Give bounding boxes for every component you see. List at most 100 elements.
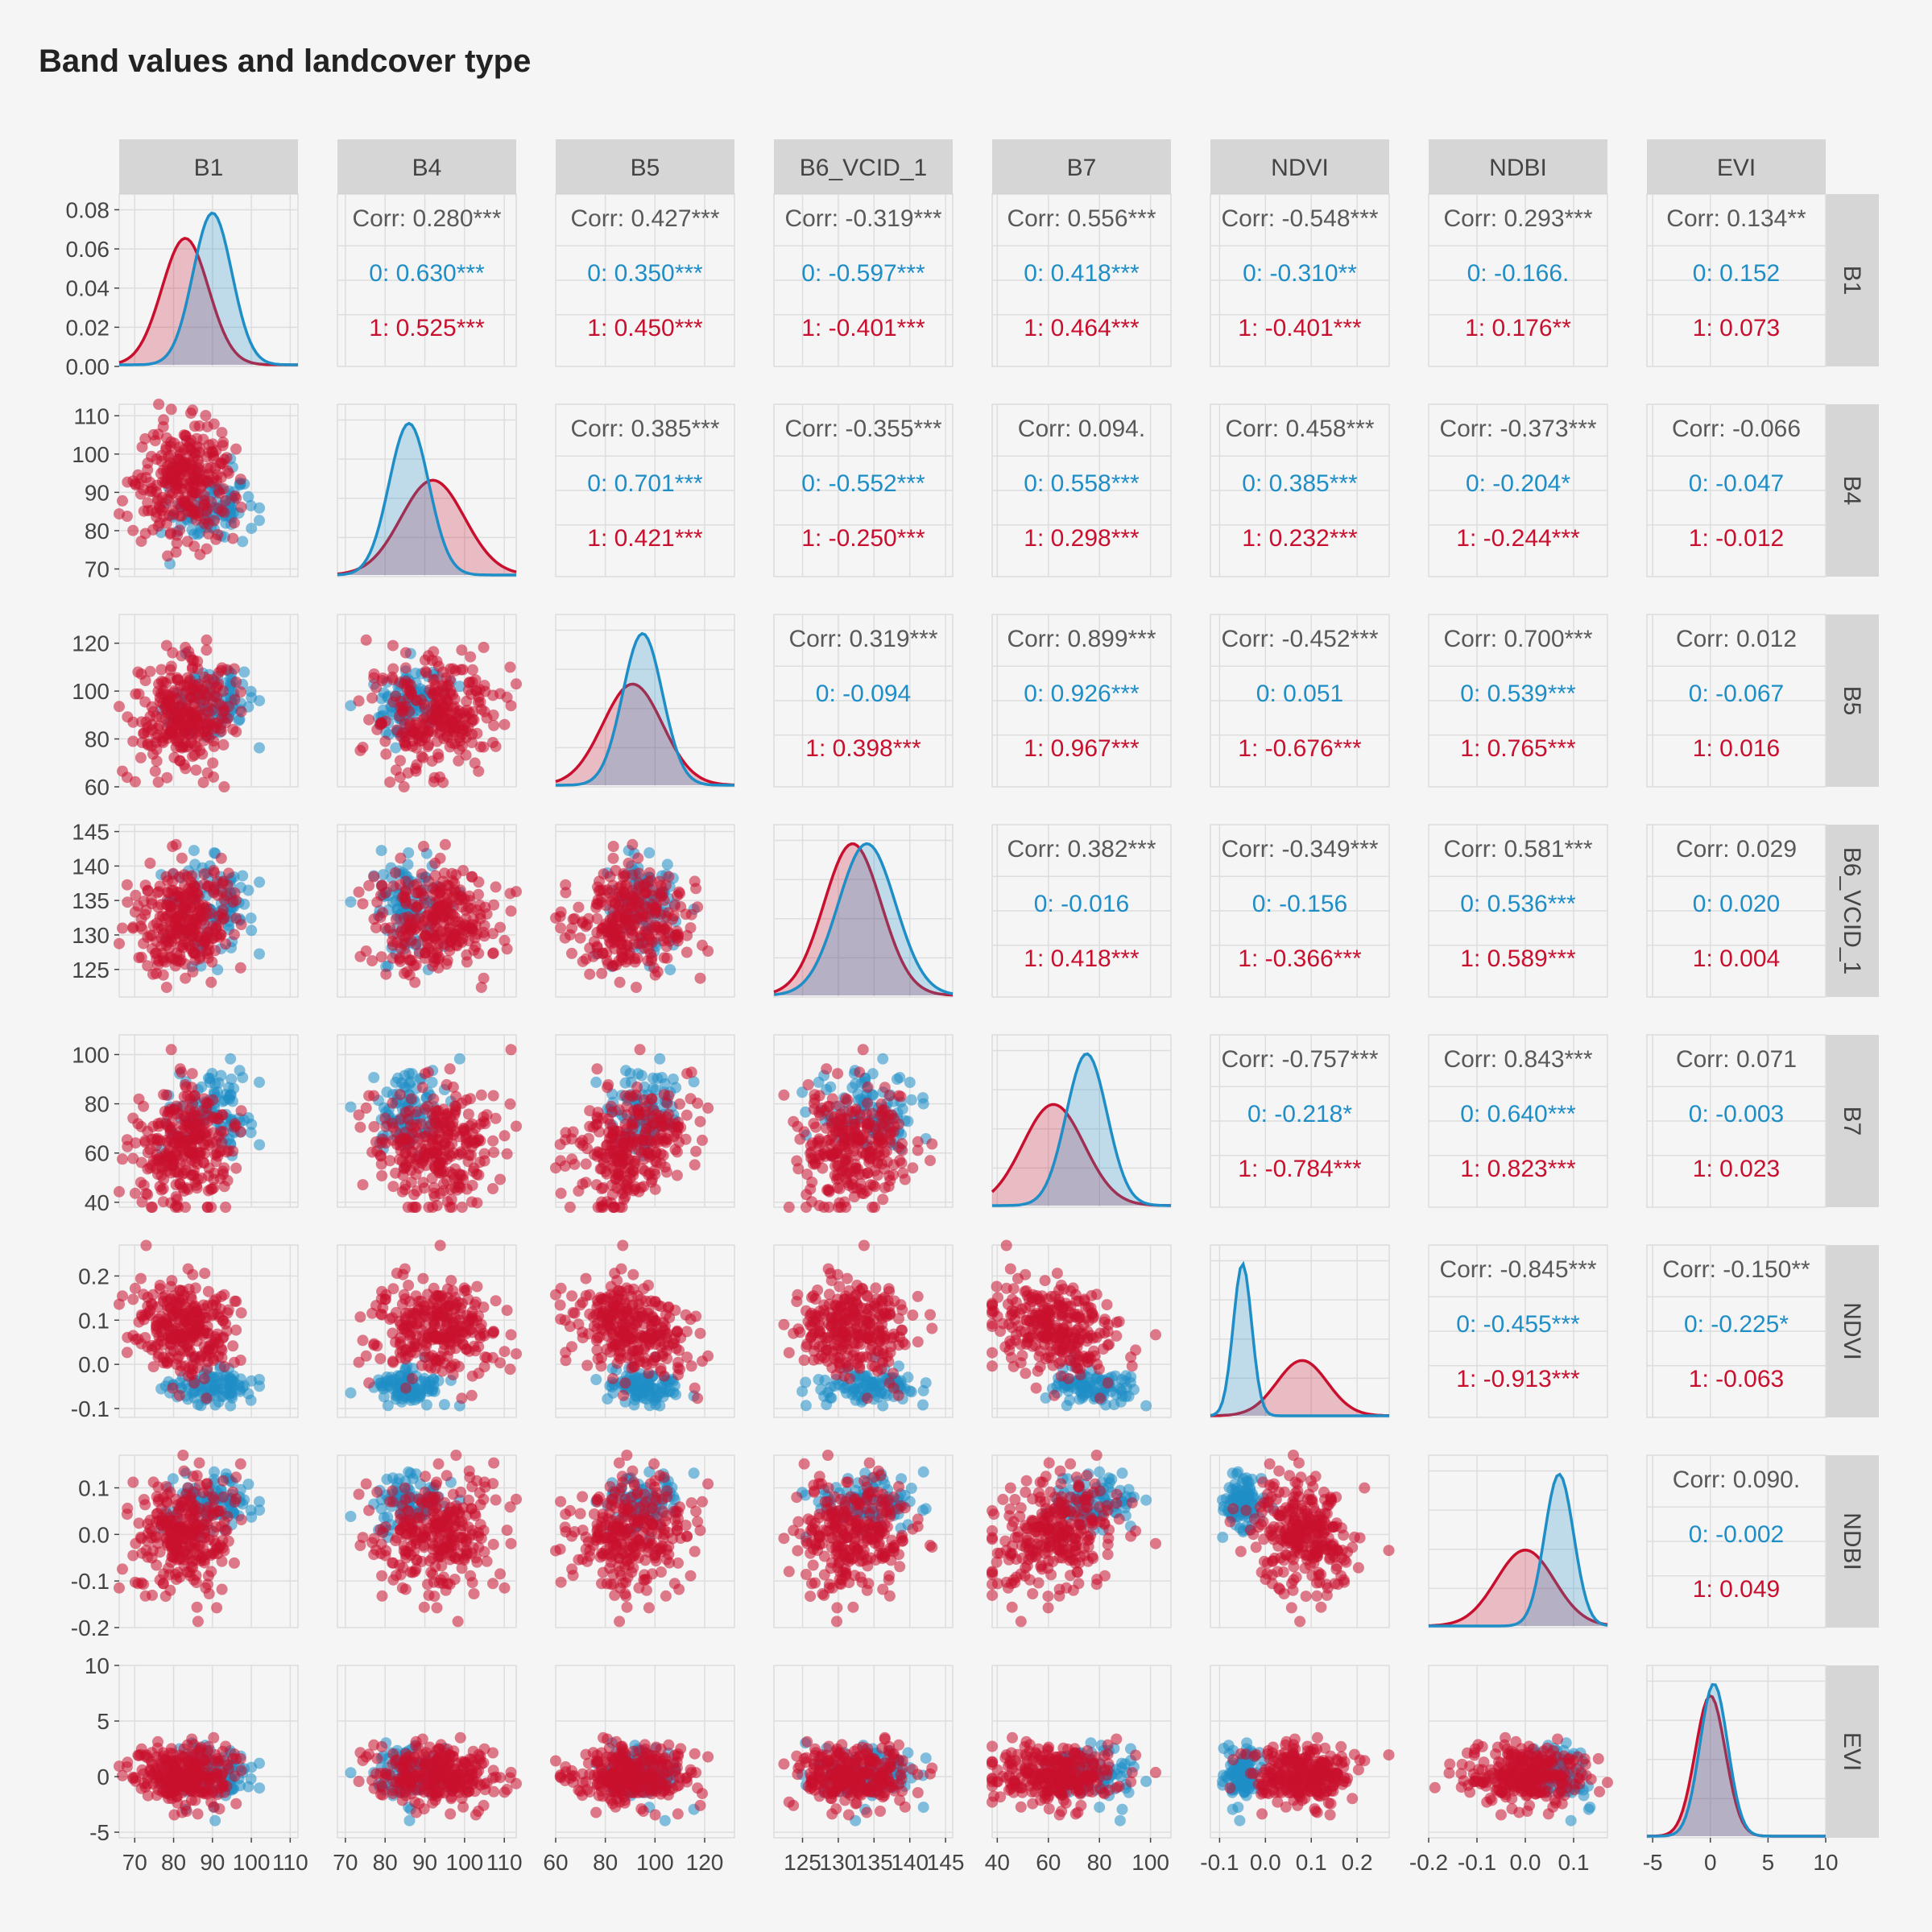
point-group-1	[354, 1311, 366, 1323]
point-group-1	[395, 852, 407, 864]
point-group-0	[254, 1076, 265, 1088]
point-group-1	[192, 461, 204, 474]
point-group-0	[846, 1082, 858, 1094]
point-group-0	[223, 1082, 235, 1094]
point-group-0	[426, 1077, 438, 1088]
point-group-1	[140, 1239, 152, 1251]
point-group-1	[897, 1167, 909, 1179]
point-group-1	[895, 1090, 907, 1103]
point-group-1	[192, 663, 204, 675]
point-group-1	[187, 486, 199, 498]
point-group-1	[170, 546, 182, 558]
point-group-1	[399, 662, 412, 674]
point-group-1	[865, 1179, 877, 1191]
point-group-1	[461, 956, 473, 968]
point-group-1	[487, 1183, 499, 1194]
point-group-1	[160, 982, 172, 993]
point-group-1	[663, 1090, 675, 1102]
point-group-1	[196, 1350, 208, 1362]
row-strip	[1822, 1245, 1879, 1417]
point-group-1	[151, 936, 163, 948]
point-group-1	[457, 1169, 469, 1181]
point-group-1	[702, 945, 714, 957]
point-group-1	[227, 1340, 239, 1352]
point-group-1	[127, 1330, 139, 1342]
point-group-1	[615, 1158, 627, 1170]
point-group-1	[228, 517, 240, 529]
point-group-0	[225, 1053, 237, 1065]
correlation-overall: Corr: 0.581***	[1443, 836, 1592, 863]
point-group-1	[436, 1167, 448, 1179]
point-group-1	[184, 674, 196, 686]
point-group-1	[172, 453, 184, 465]
point-group-1	[165, 928, 177, 940]
point-group-1	[235, 705, 247, 718]
correlation-overall: Corr: 0.556***	[1007, 205, 1156, 232]
point-group-0	[620, 1065, 632, 1077]
point-group-1	[481, 908, 493, 920]
point-group-1	[873, 1131, 885, 1143]
correlation-group-1: 1: 0.823***	[1460, 1156, 1576, 1182]
point-group-1	[499, 1130, 511, 1142]
panel-background	[118, 193, 299, 367]
point-group-0	[237, 536, 249, 548]
point-group-1	[117, 765, 128, 777]
correlation-group-1: 1: 0.525***	[369, 315, 485, 341]
point-group-1	[353, 886, 365, 898]
point-group-1	[646, 1093, 657, 1105]
point-group-1	[183, 1132, 195, 1144]
point-group-0	[381, 1086, 393, 1098]
point-group-1	[142, 457, 154, 470]
point-group-1	[140, 904, 152, 916]
point-group-1	[631, 982, 642, 993]
correlation-group-0: 0: 0.350***	[587, 260, 703, 287]
point-group-1	[371, 896, 383, 908]
point-group-1	[186, 1082, 198, 1094]
point-group-1	[468, 714, 480, 726]
point-group-1	[692, 901, 704, 913]
point-group-1	[566, 1153, 578, 1165]
point-group-1	[192, 1362, 204, 1374]
point-group-1	[127, 735, 139, 747]
point-group-1	[234, 474, 246, 486]
point-group-1	[192, 1158, 203, 1170]
point-group-0	[590, 1076, 602, 1088]
point-group-1	[466, 664, 478, 676]
point-group-1	[201, 1097, 213, 1109]
point-group-1	[380, 748, 392, 760]
column-strip	[337, 139, 516, 194]
point-group-1	[142, 1292, 154, 1303]
column-label: NDVI	[1271, 155, 1329, 181]
row-label: NDBI	[1839, 1512, 1865, 1570]
correlation-group-0: 0: -0.156	[1252, 891, 1347, 917]
point-group-0	[245, 912, 257, 925]
point-group-1	[170, 898, 182, 910]
point-group-1	[357, 742, 369, 753]
point-group-1	[689, 875, 701, 887]
correlation-overall: Corr: 0.427***	[570, 205, 719, 232]
point-group-1	[201, 634, 213, 646]
point-group-1	[490, 740, 502, 752]
point-group-0	[438, 1399, 450, 1411]
point-group-1	[209, 690, 220, 702]
point-group-1	[444, 1063, 456, 1075]
point-group-1	[213, 485, 225, 497]
point-group-1	[694, 1115, 706, 1127]
point-group-1	[588, 1148, 600, 1160]
point-group-1	[185, 506, 197, 517]
point-group-1	[511, 678, 522, 690]
point-group-1	[614, 976, 626, 988]
point-group-1	[201, 725, 213, 737]
correlation-group-0: 0: -0.310**	[1243, 260, 1357, 287]
point-group-1	[163, 494, 175, 507]
point-group-1	[167, 1382, 179, 1394]
point-group-1	[661, 952, 673, 964]
point-group-1	[363, 1377, 375, 1389]
point-group-1	[230, 443, 242, 455]
point-group-0	[656, 1072, 668, 1083]
panel-B7-NDBI: Corr: 0.843***0: 0.640***1: 0.823***	[1428, 1034, 1608, 1208]
point-group-1	[172, 912, 183, 923]
point-group-0	[215, 1069, 227, 1082]
